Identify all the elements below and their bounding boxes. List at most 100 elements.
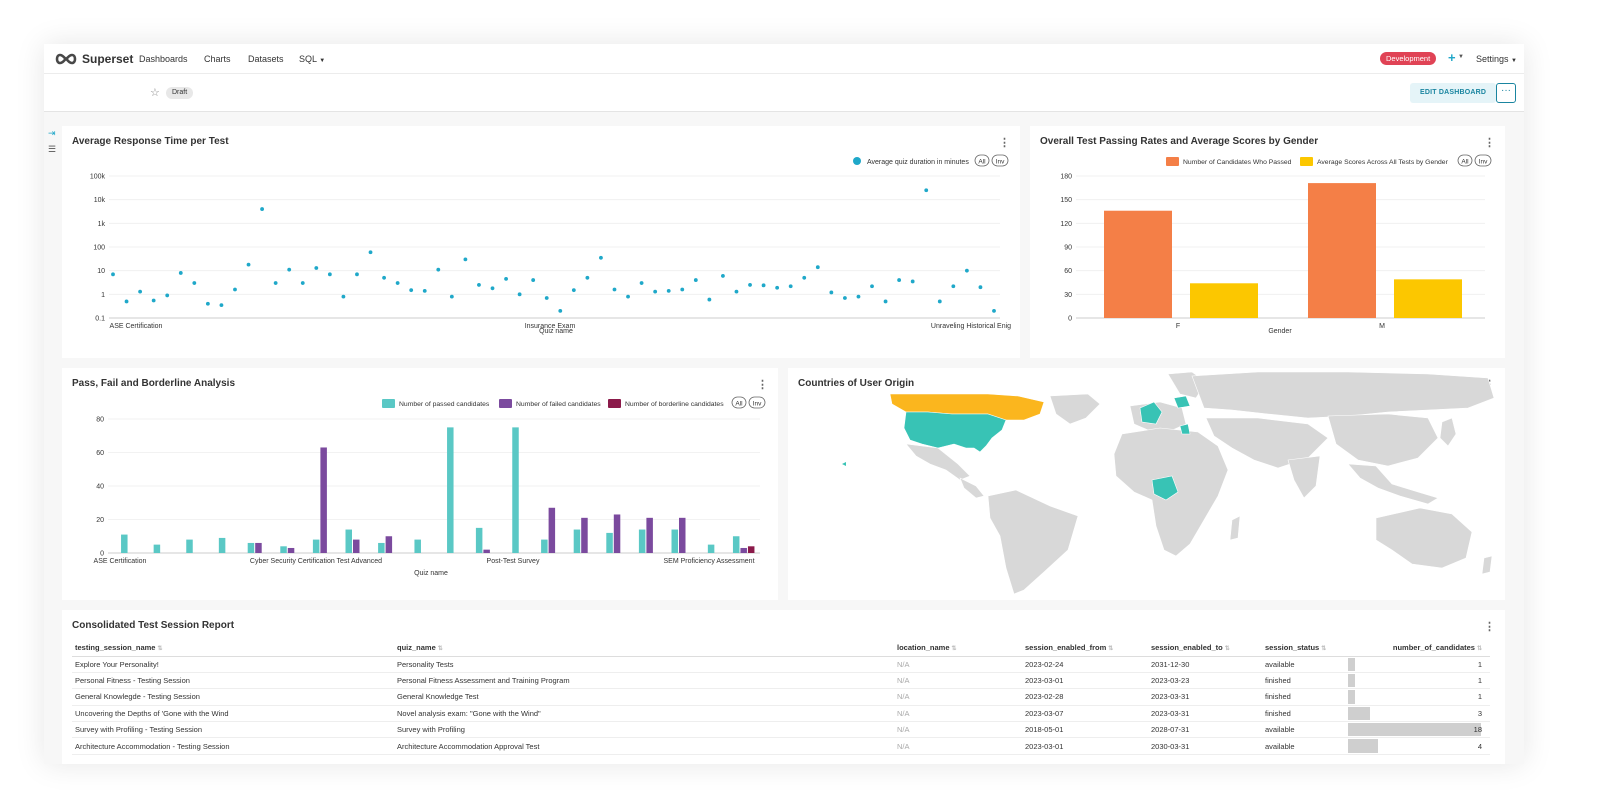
chevron-down-icon[interactable]: ▼	[1458, 54, 1464, 60]
table-row[interactable]: Survey with Profiling - Testing Session S…	[72, 721, 1490, 739]
y-tick-label: 0	[100, 551, 104, 558]
bar	[740, 547, 747, 553]
legend-all-button[interactable]: All	[1461, 159, 1469, 166]
more-vertical-icon[interactable]: ⋮	[1484, 137, 1495, 149]
draft-badge[interactable]: Draft	[166, 87, 194, 99]
sort-icon[interactable]: ⇅	[951, 646, 957, 653]
sort-icon[interactable]: ⇅	[437, 646, 443, 653]
table-row[interactable]: Architecture Accommodation - Testing Ses…	[72, 737, 1490, 755]
sort-icon[interactable]: ⇅	[1476, 646, 1482, 653]
table-row[interactable]: Uncovering the Depths of 'Gone with the …	[72, 705, 1490, 723]
legend-inv-button-frame[interactable]	[748, 396, 766, 409]
scatter-point	[111, 272, 115, 277]
bar	[312, 539, 320, 553]
value-bar	[1348, 673, 1356, 688]
table-row[interactable]: Personal Fitness - Testing Session Person…	[72, 672, 1490, 690]
east-asia[interactable]	[1327, 413, 1439, 467]
star-icon[interactable]: ☆	[150, 87, 160, 99]
table-cell: N/A	[894, 705, 1022, 723]
scatter-point	[680, 287, 685, 292]
sort-icon[interactable]: ⇅	[157, 646, 163, 653]
sort-icon[interactable]: ⇅	[1108, 646, 1114, 653]
legend-inv-button[interactable]: Inv	[1479, 159, 1488, 166]
column-header[interactable]: session_enabled_to ⇅	[1148, 640, 1262, 657]
japan[interactable]	[1439, 417, 1457, 447]
australia[interactable]	[1375, 507, 1473, 569]
legend-all-button-frame[interactable]	[1457, 154, 1473, 167]
mexico[interactable]	[905, 443, 971, 481]
legend-all-button[interactable]: All	[978, 159, 986, 166]
poland[interactable]	[1173, 395, 1191, 409]
france[interactable]	[1139, 401, 1163, 425]
y-tick-label: 120	[1060, 221, 1072, 228]
scatter-point	[260, 207, 264, 211]
nav-charts[interactable]: Charts	[204, 54, 231, 64]
india[interactable]	[1287, 455, 1321, 499]
alaska[interactable]	[842, 462, 846, 466]
legend-label-scores[interactable]: Average Scores Across All Tests by Gende…	[1317, 159, 1449, 166]
nav-datasets[interactable]: Datasets	[248, 54, 284, 64]
nigeria[interactable]	[1151, 475, 1179, 501]
superset-logo[interactable]: Superset	[54, 50, 133, 68]
filter-icon[interactable]: ☰	[48, 144, 57, 154]
bar	[186, 539, 193, 553]
greece[interactable]	[1179, 423, 1191, 435]
nav-sql[interactable]: SQL ▼	[299, 54, 325, 64]
bar	[378, 542, 385, 553]
legend-label[interactable]: Average quiz duration in minutes	[867, 159, 969, 166]
scatter-point	[775, 285, 780, 290]
legend-inv-button[interactable]: Inv	[753, 401, 762, 408]
table-cell: 2023-03-01	[1022, 672, 1148, 690]
sort-icon[interactable]: ⇅	[1321, 646, 1327, 653]
scatter-point	[829, 290, 834, 295]
column-header[interactable]: session_status ⇅	[1262, 640, 1348, 657]
more-vertical-icon[interactable]: ⋮	[757, 379, 768, 391]
bar	[1104, 210, 1172, 318]
legend-label-passed[interactable]: Number of passed candidates	[399, 401, 490, 408]
sort-icon[interactable]: ⇅	[1224, 646, 1230, 653]
more-options-button[interactable]: ···	[1496, 83, 1516, 103]
russia-north-asia[interactable]	[1191, 371, 1495, 419]
madagascar[interactable]	[1229, 515, 1241, 541]
column-header[interactable]: number_of_candidates ⇅	[1348, 640, 1490, 657]
bar	[512, 427, 519, 553]
table-row[interactable]: General Knowlegde - Testing Session Gener…	[72, 688, 1490, 706]
nav-dashboards[interactable]: Dashboards	[139, 54, 188, 64]
column-header[interactable]: testing_session_name ⇅	[72, 640, 394, 657]
legend-all-button-frame[interactable]	[974, 154, 990, 167]
new-zealand[interactable]	[1481, 555, 1493, 575]
settings-menu[interactable]: Settings ▼	[1476, 54, 1517, 64]
x-tick-label: Post-Test Survey	[487, 558, 540, 565]
table-cell: Novel analysis exam: "Gone with the Wind…	[394, 705, 894, 723]
table-row[interactable]: Explore Your Personality! Personality Tes…	[72, 656, 1490, 673]
south-america[interactable]	[987, 489, 1079, 595]
bar	[287, 547, 295, 553]
scatter-point	[910, 279, 915, 284]
legend-inv-button-frame[interactable]	[991, 154, 1009, 167]
legend-all-button-frame[interactable]	[731, 396, 747, 409]
legend-all-button[interactable]: All	[735, 401, 743, 408]
column-header[interactable]: location_name ⇅	[894, 640, 1022, 657]
column-header[interactable]: session_enabled_from ⇅	[1022, 640, 1148, 657]
expand-filters-icon[interactable]: ⇥	[48, 128, 56, 138]
legend-label-failed[interactable]: Number of failed candidates	[516, 401, 601, 408]
more-vertical-icon[interactable]: ⋮	[999, 137, 1010, 149]
column-header[interactable]: quiz_name ⇅	[394, 640, 894, 657]
more-vertical-icon[interactable]: ⋮	[1484, 621, 1495, 633]
edit-dashboard-button[interactable]: EDIT DASHBOARD	[1410, 83, 1497, 103]
bar	[747, 546, 755, 553]
value-bar	[1348, 690, 1356, 704]
table-cell: N/A	[894, 688, 1022, 706]
world-map[interactable]	[788, 368, 1505, 600]
add-button[interactable]: +	[1448, 50, 1456, 65]
southeast-asia[interactable]	[1347, 463, 1439, 505]
legend-inv-button[interactable]: Inv	[996, 159, 1005, 166]
greenland[interactable]	[1049, 393, 1101, 425]
legend-label-passed[interactable]: Number of Candidates Who Passed	[1183, 159, 1292, 166]
central-america[interactable]	[959, 477, 985, 499]
united-states[interactable]	[903, 411, 1007, 453]
legend-label-borderline[interactable]: Number of borderline candidates	[625, 401, 724, 408]
legend-inv-button-frame[interactable]	[1474, 154, 1492, 167]
x-tick-label: Cyber Security Certification Test Advanc…	[250, 558, 382, 565]
table-cell: 2031-12-30	[1148, 656, 1262, 673]
